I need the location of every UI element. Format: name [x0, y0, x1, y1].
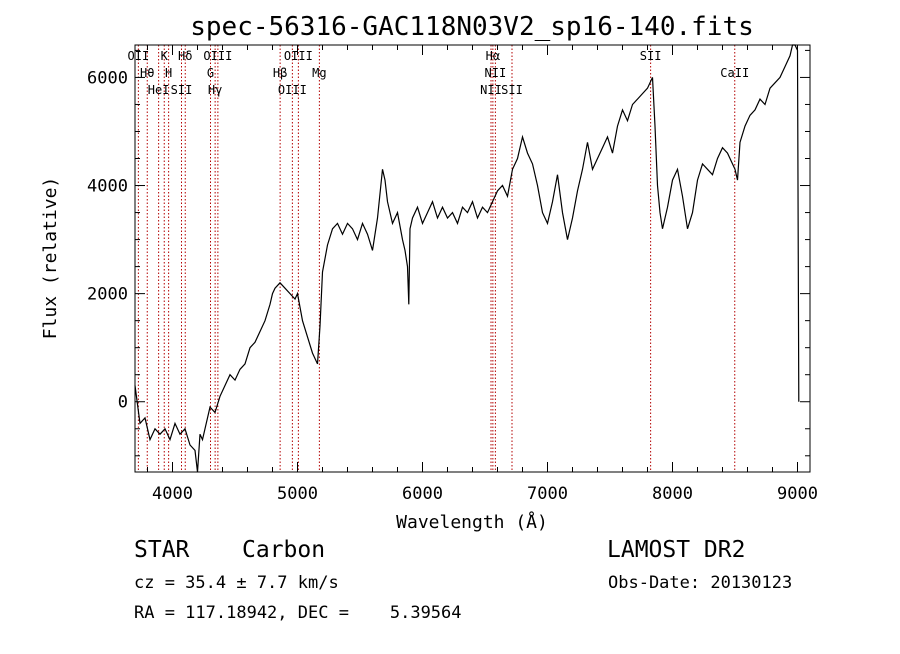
line-label-9: OIII [203, 49, 232, 63]
redshift-text: cz = 35.4 ± 7.7 km/s [134, 573, 339, 593]
line-label-6: Hδ [178, 49, 192, 63]
line-markers [137, 45, 736, 472]
line-label-14: NII [480, 83, 502, 97]
x-axis-label: Wavelength (Å) [396, 511, 548, 533]
line-label-1: Hθ [140, 66, 154, 80]
line-label-18: SII [640, 49, 662, 63]
line-label-2: HeI [148, 83, 170, 97]
line-label-8: Hγ [208, 83, 222, 97]
line-label-3: K [161, 49, 169, 63]
y-axis: 0 2000 4000 6000 [87, 49, 810, 457]
y-axis-label: Flux (relative) [40, 177, 61, 340]
line-label-13: Mg [312, 66, 326, 80]
x-tick-label: 9000 [777, 484, 818, 504]
y-tick-label: 0 [118, 393, 128, 413]
spectrum-series [134, 44, 800, 473]
x-tick-label: 6000 [402, 484, 443, 504]
line-label-7: G [207, 66, 214, 80]
y-tick-label: 6000 [87, 68, 128, 88]
coordinates: RA = 117.18942, DEC = 5.39564 [134, 603, 462, 623]
x-tick-label: 5000 [277, 484, 318, 504]
line-label-5: SII [171, 83, 193, 97]
line-label-0: OII [128, 49, 150, 63]
x-axis: 4000 5000 6000 7000 8000 9000 [147, 45, 818, 504]
y-tick-label: 2000 [87, 285, 128, 305]
plot-frame [134, 44, 811, 473]
line-label-12: OIII [284, 49, 313, 63]
object-subclass: Carbon [242, 537, 326, 563]
x-tick-label: 4000 [152, 484, 193, 504]
line-label-4: H [165, 66, 172, 80]
x-tick-label: 7000 [527, 484, 568, 504]
x-tick-label: 8000 [652, 484, 693, 504]
line-label-19: CaII [720, 66, 749, 80]
line-labels: OII Hθ HeI KH SII Hδ G Hγ OIII Hβ OIII OIII Mg NII Hα N… [128, 49, 750, 97]
line-label-17: SII [501, 83, 523, 97]
line-label-15: Hα [486, 49, 500, 63]
survey-name: LAMOST DR2 [607, 537, 746, 563]
obs-date: Obs-Date: 20130123 [608, 573, 793, 593]
line-label-16: NII [485, 66, 507, 80]
chart-title: spec-56316-GAC118N03V2_sp16-140.fits [190, 12, 754, 42]
object-class: STAR [134, 537, 190, 563]
line-label-10: Hβ [273, 66, 287, 80]
line-label-11: OIII [278, 83, 307, 97]
y-tick-label: 4000 [87, 177, 128, 197]
